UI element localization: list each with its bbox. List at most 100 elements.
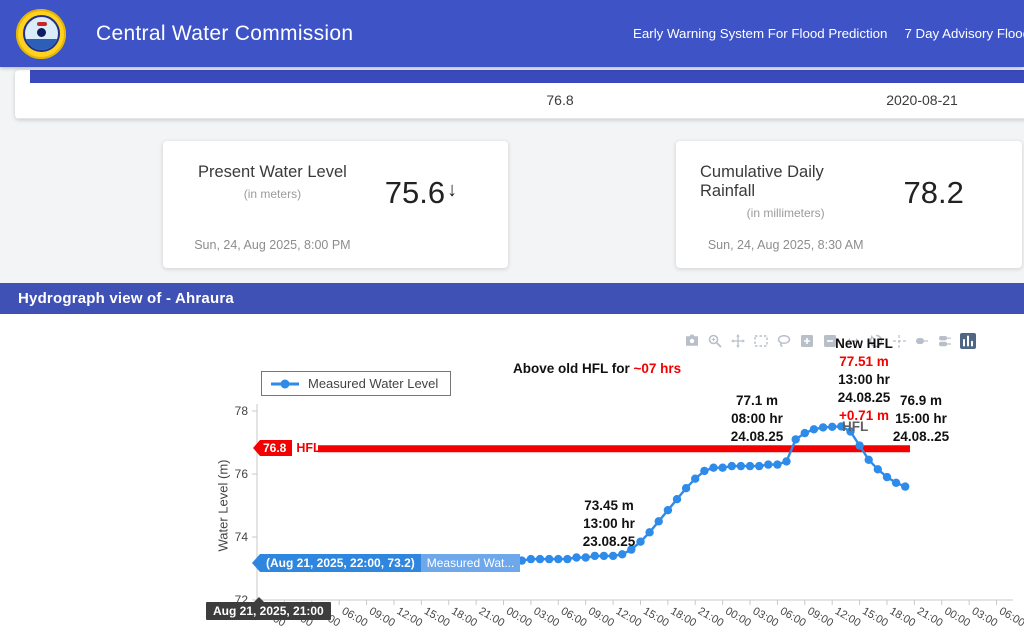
- reset-axes-icon[interactable]: [868, 333, 884, 349]
- x-tick-label: 06:00: [340, 605, 370, 629]
- point-tooltip: (Aug 21, 2025, 22:00, 73.2) Measured Wat…: [252, 554, 521, 572]
- water-level-point[interactable]: [672, 495, 682, 504]
- water-level-point[interactable]: [535, 554, 545, 564]
- water-level-point[interactable]: [846, 427, 855, 436]
- plot-area[interactable]: 21:0000:0003:0006:0009:0012:0015:0018:00…: [0, 314, 1024, 642]
- hfl-text: HFL: [296, 441, 321, 455]
- water-level-point[interactable]: [882, 472, 892, 482]
- cwc-emblem-inner: [22, 15, 60, 52]
- card-text-column: Cumulative Daily Rainfall (in millimeter…: [700, 163, 871, 252]
- water-level-point[interactable]: [599, 551, 609, 561]
- water-level-point[interactable]: [718, 463, 727, 472]
- water-level-point[interactable]: [545, 554, 554, 564]
- water-level-point[interactable]: [873, 465, 882, 474]
- plotly-logo-icon[interactable]: [960, 333, 976, 349]
- box-select-icon[interactable]: [753, 333, 769, 349]
- plotly-modebar: [684, 333, 976, 349]
- water-level-point[interactable]: [526, 554, 536, 564]
- water-level-point[interactable]: [809, 425, 819, 434]
- water-level-point[interactable]: [563, 554, 572, 564]
- app-header: Central Water Commission Early Warning S…: [0, 0, 1024, 67]
- x-tick-label: 09:00: [367, 605, 397, 629]
- cwc-logo-icon[interactable]: [16, 8, 66, 59]
- zoom-icon[interactable]: [707, 333, 723, 349]
- card-unit: (in meters): [243, 187, 302, 201]
- x-tick-label: 21:00: [915, 605, 945, 629]
- table-row: 76.8 2020-08-21: [15, 83, 1024, 119]
- water-level-point[interactable]: [864, 455, 873, 464]
- water-level-point[interactable]: [618, 550, 627, 559]
- zoom-out-icon[interactable]: [822, 333, 838, 349]
- water-level-point[interactable]: [782, 457, 791, 466]
- zoom-in-icon[interactable]: [799, 333, 815, 349]
- water-level-point[interactable]: [837, 422, 846, 431]
- water-level-point[interactable]: [727, 461, 736, 471]
- water-level-point[interactable]: [828, 422, 837, 431]
- toggle-spikelines-icon[interactable]: [891, 333, 907, 349]
- x-tick-label: 00:00: [504, 605, 534, 629]
- x-tick-label: 18:00: [449, 605, 479, 629]
- water-level-point[interactable]: [627, 545, 636, 554]
- table-header-strip: [30, 70, 1024, 83]
- water-level-point[interactable]: [681, 484, 691, 493]
- x-tick-label: 15:00: [422, 605, 452, 629]
- x-tick-label: 18:00: [887, 605, 917, 629]
- card-timestamp: Sun, 24, Aug 2025, 8:00 PM: [194, 238, 351, 252]
- water-level-point[interactable]: [736, 461, 746, 471]
- nav-link-early-warning[interactable]: Early Warning System For Flood Predictio…: [633, 26, 888, 41]
- cumulative-rainfall-card: Cumulative Daily Rainfall (in millimeter…: [676, 141, 1022, 268]
- x-tick-label: 15:00: [641, 605, 671, 629]
- hydrograph-chart: 21:0000:0003:0006:0009:0012:0015:0018:00…: [0, 314, 1024, 642]
- hover-closest-icon[interactable]: [914, 333, 930, 349]
- water-level-point[interactable]: [572, 553, 581, 562]
- emblem-center: [36, 28, 46, 37]
- x-tick-label: 18:00: [668, 605, 698, 629]
- banner-title: Hydrograph view of - Ahraura: [18, 290, 234, 307]
- x-tick-label: 21:00: [477, 605, 507, 629]
- water-level-point[interactable]: [773, 460, 782, 469]
- axis-tooltip: Aug 21, 2025, 21:00: [206, 597, 331, 620]
- water-level-point[interactable]: [691, 474, 700, 483]
- chart-legend[interactable]: Measured Water Level: [261, 371, 452, 396]
- card-value: 78.2: [903, 174, 964, 210]
- water-level-point[interactable]: [554, 554, 563, 564]
- card-value-wrap: 78.2: [871, 163, 998, 222]
- water-level-point[interactable]: [709, 463, 718, 472]
- x-tick-label: 09:00: [805, 605, 835, 629]
- x-tick-label: 12:00: [833, 605, 863, 629]
- water-level-point[interactable]: [590, 551, 599, 561]
- water-level-point[interactable]: [901, 482, 910, 491]
- nav-link-7day-advisory[interactable]: 7 Day Advisory Flood: [904, 26, 1024, 41]
- water-level-point[interactable]: [791, 435, 800, 444]
- pan-icon[interactable]: [730, 333, 746, 349]
- water-level-point[interactable]: [755, 461, 764, 471]
- x-tick-label: 09:00: [586, 605, 616, 629]
- hfl-value-cell: 76.8: [546, 92, 574, 108]
- tooltip-point-text: (Aug 21, 2025, 22:00, 73.2): [260, 554, 421, 572]
- water-level-point[interactable]: [663, 506, 673, 515]
- hover-compare-icon[interactable]: [937, 333, 953, 349]
- y-axis-title: Water Level (m): [215, 459, 231, 552]
- x-tick-label: 12:00: [394, 605, 424, 629]
- water-level-point[interactable]: [636, 537, 645, 546]
- water-level-point[interactable]: [800, 428, 809, 438]
- x-tick-label: 12:00: [614, 605, 644, 629]
- water-level-point[interactable]: [745, 461, 755, 471]
- water-level-point[interactable]: [855, 441, 864, 450]
- water-level-point[interactable]: [818, 423, 828, 432]
- water-level-point[interactable]: [608, 551, 618, 561]
- water-level-point[interactable]: [764, 460, 773, 469]
- water-level-point[interactable]: [654, 517, 663, 526]
- hfl-date-cell: 2020-08-21: [886, 92, 958, 108]
- autoscale-icon[interactable]: [845, 333, 861, 349]
- y-tick-label: 74: [235, 530, 249, 544]
- lasso-select-icon[interactable]: [776, 333, 792, 349]
- x-tick-label: 03:00: [970, 605, 1000, 629]
- water-level-point[interactable]: [700, 466, 709, 476]
- water-level-point[interactable]: [891, 478, 901, 487]
- camera-icon[interactable]: [684, 333, 700, 349]
- water-level-point[interactable]: [581, 553, 590, 562]
- hfl-table-card: 76.8 2020-08-21: [15, 70, 1024, 119]
- legend-line-sample: [271, 379, 299, 388]
- water-level-point[interactable]: [645, 528, 654, 537]
